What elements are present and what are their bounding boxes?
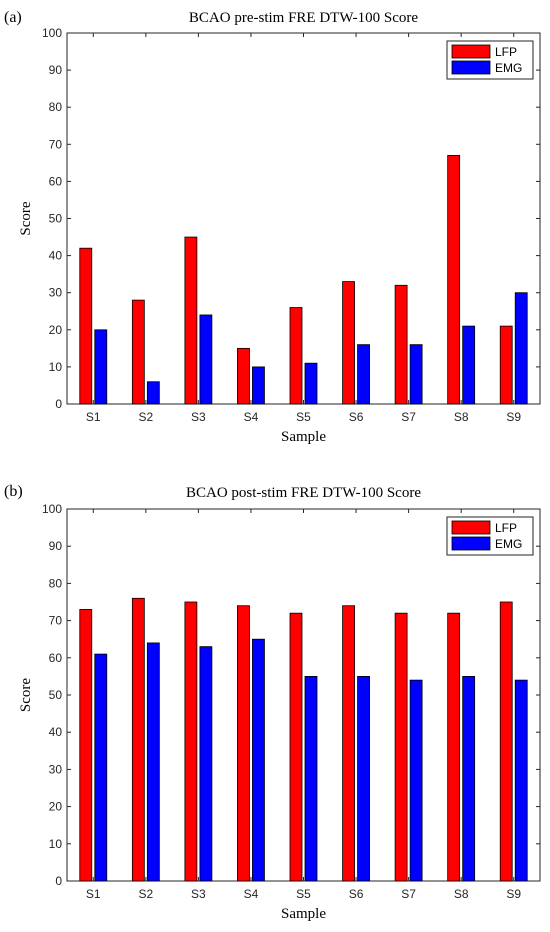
x-tick-label: S3 xyxy=(191,887,206,901)
bar-lfp-s4 xyxy=(237,347,250,405)
x-tick-label: S1 xyxy=(86,887,101,901)
bar-lfp-s3 xyxy=(184,601,198,882)
legend-swatch-emg xyxy=(451,536,491,551)
bar-lfp-s5 xyxy=(289,612,303,882)
legend-swatch-emg xyxy=(451,60,491,75)
y-tick-label: 20 xyxy=(49,323,63,337)
x-tick-label: S5 xyxy=(296,887,311,901)
bar-lfp-s8 xyxy=(447,155,461,405)
y-tick-label: 50 xyxy=(49,212,63,226)
x-tick-label: S6 xyxy=(349,410,364,424)
bar-lfp-s8 xyxy=(447,612,461,882)
x-tick-label: S4 xyxy=(244,887,259,901)
plot-area xyxy=(66,508,541,882)
chart-panel-a: (a) BCAO pre-stim FRE DTW-100 Score 0 10 20 3… xyxy=(4,9,541,445)
y-tick-label: 60 xyxy=(49,651,63,665)
bar-lfp-s6 xyxy=(342,605,355,882)
x-tick-label: S4 xyxy=(244,410,259,424)
y-tick-label: 80 xyxy=(49,100,63,114)
y-tick-label: 40 xyxy=(49,725,63,739)
chart-title: BCAO post-stim FRE DTW-100 Score xyxy=(186,485,421,501)
y-tick-label: 90 xyxy=(49,539,63,553)
y-tick-label: 40 xyxy=(49,249,63,263)
legend-label-emg: EMG xyxy=(495,61,522,75)
bar-emg-s8 xyxy=(462,676,476,882)
y-tick-label: 50 xyxy=(49,688,63,702)
y-tick-label: 70 xyxy=(49,137,63,151)
bar-lfp-s5 xyxy=(289,307,303,405)
bar-lfp-s7 xyxy=(394,284,408,405)
x-axis-label: Sample xyxy=(281,429,326,445)
bar-emg-s1 xyxy=(94,653,108,882)
bar-emg-s7 xyxy=(409,679,423,882)
chart-title: BCAO pre-stim FRE DTW-100 Score xyxy=(189,10,418,26)
legend-label-lfp: LFP xyxy=(495,45,517,59)
bar-lfp-s2 xyxy=(131,597,145,882)
y-tick-label: 80 xyxy=(49,576,63,590)
y-tick-label: 0 xyxy=(55,874,62,888)
bar-emg-s6 xyxy=(357,344,370,405)
bar-emg-s2 xyxy=(146,642,160,882)
y-tick-label: 30 xyxy=(49,762,63,776)
bar-emg-s4 xyxy=(252,638,265,882)
bar-lfp-s6 xyxy=(342,281,355,405)
bar-emg-s1 xyxy=(94,329,108,405)
bar-lfp-s3 xyxy=(184,236,198,405)
bar-emg-s9 xyxy=(514,679,528,882)
legend-swatch-lfp xyxy=(451,520,491,535)
bar-lfp-s7 xyxy=(394,612,408,882)
x-tick-label: S2 xyxy=(138,887,153,901)
legend-label-emg: EMG xyxy=(495,537,522,551)
bar-emg-s3 xyxy=(199,646,213,882)
legend-swatch-lfp xyxy=(451,44,491,59)
bar-emg-s4 xyxy=(252,366,265,405)
bar-emg-s6 xyxy=(357,676,370,882)
bar-lfp-s4 xyxy=(237,605,250,882)
plot-area xyxy=(66,32,541,405)
y-tick-label: 70 xyxy=(49,614,63,628)
x-tick-label: S9 xyxy=(506,887,521,901)
y-tick-label: 100 xyxy=(42,502,62,516)
x-tick-label: S5 xyxy=(296,410,311,424)
bar-lfp-s9 xyxy=(499,601,513,882)
x-tick-label: S9 xyxy=(506,410,521,424)
bar-lfp-s1 xyxy=(79,609,93,882)
chart-panel-b: (b) BCAO post-stim FRE DTW-100 Score 0 10 20… xyxy=(4,483,541,922)
bar-emg-s5 xyxy=(304,362,318,405)
y-tick-label: 10 xyxy=(49,360,63,374)
y-tick-label: 60 xyxy=(49,174,63,188)
x-tick-label: S8 xyxy=(454,410,469,424)
bar-emg-s5 xyxy=(304,676,318,882)
bar-lfp-s1 xyxy=(79,247,93,405)
panel-label: (a) xyxy=(4,9,22,26)
y-axis-label: Score xyxy=(18,201,34,235)
bar-emg-s2 xyxy=(146,381,160,405)
x-tick-label: S2 xyxy=(138,410,153,424)
x-tick-label: S7 xyxy=(401,410,416,424)
bar-emg-s8 xyxy=(462,325,476,405)
y-tick-label: 90 xyxy=(49,63,63,77)
y-axis-label: Score xyxy=(18,678,34,712)
x-tick-label: S6 xyxy=(349,887,364,901)
bar-emg-s7 xyxy=(409,344,423,405)
bar-emg-s9 xyxy=(514,292,528,405)
bar-lfp-s9 xyxy=(499,325,513,405)
legend-label-lfp: LFP xyxy=(495,521,517,535)
y-tick-label: 0 xyxy=(55,397,62,411)
bar-emg-s3 xyxy=(199,314,213,405)
legend: LFP EMG xyxy=(446,516,534,556)
x-tick-label: S3 xyxy=(191,410,206,424)
x-tick-label: S8 xyxy=(454,887,469,901)
y-tick-label: 100 xyxy=(42,26,62,40)
panel-label: (b) xyxy=(4,483,23,500)
bar-lfp-s2 xyxy=(131,299,145,405)
y-tick-label: 20 xyxy=(49,800,63,814)
x-axis-label: Sample xyxy=(281,906,326,922)
x-tick-label: S1 xyxy=(86,410,101,424)
y-tick-label: 30 xyxy=(49,286,63,300)
x-tick-label: S7 xyxy=(401,887,416,901)
y-tick-label: 10 xyxy=(49,837,63,851)
legend: LFP EMG xyxy=(446,40,534,80)
